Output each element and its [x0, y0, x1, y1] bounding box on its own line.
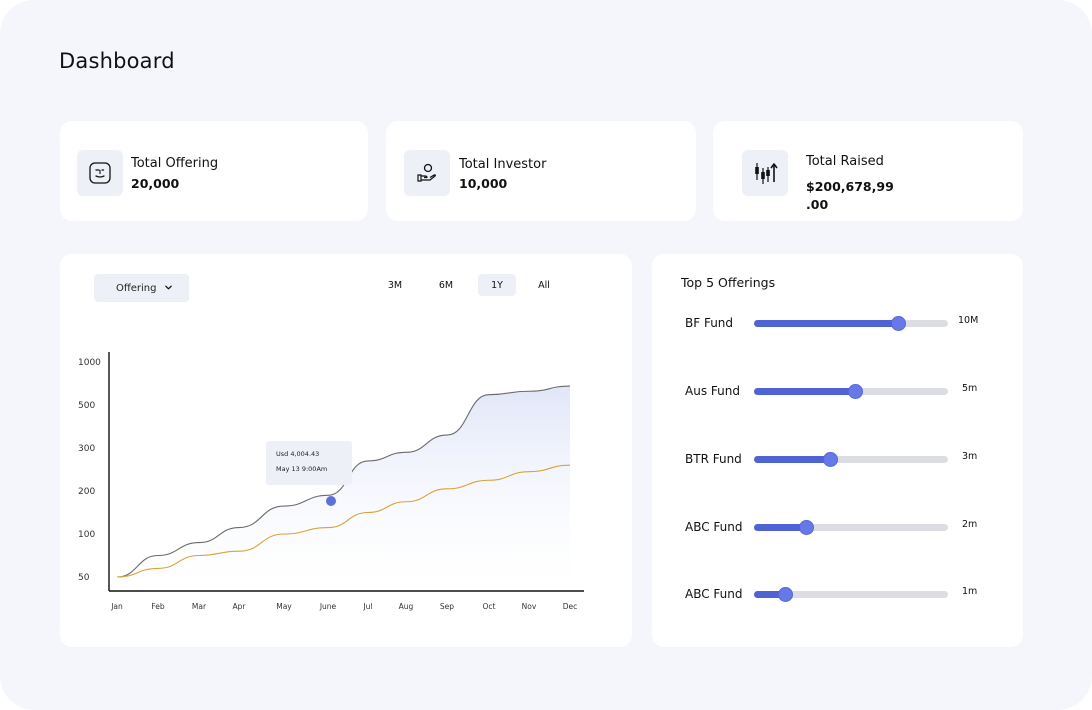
range-all-button[interactable]: All — [538, 279, 550, 291]
stat-label-investor: Total Investor — [459, 157, 547, 172]
fund-value-label: 10M — [958, 315, 979, 326]
fund-name-label: Aus Fund — [685, 384, 740, 398]
fund-name-label: ABC Fund — [685, 520, 743, 534]
x-tick-label: June — [319, 602, 337, 611]
fund-progress-slider[interactable] — [754, 521, 948, 534]
x-tick-label: Oct — [483, 602, 496, 611]
chevron-down-icon — [164, 283, 173, 295]
fund-slider-knob[interactable] — [823, 453, 837, 466]
x-tick-label: Nov — [522, 602, 537, 611]
fund-name-label: ABC Fund — [685, 587, 743, 601]
stat-value-investor: 10,000 — [459, 176, 508, 191]
fund-value-label: 2m — [962, 519, 978, 530]
y-tick-label: 100 — [78, 530, 95, 540]
tooltip-date: May 13 9:00Am — [276, 465, 327, 473]
fund-progress-slider[interactable] — [754, 317, 948, 330]
series-line-orange — [116, 464, 571, 578]
range-6m-button[interactable]: 6M — [438, 279, 454, 291]
fund-progress-fill — [754, 591, 786, 598]
x-tick-label: May — [276, 602, 292, 611]
fund-progress-fill — [754, 524, 807, 531]
stat-label-offering: Total Offering — [131, 156, 219, 171]
y-tick-label: 200 — [78, 487, 95, 497]
fund-value-label: 3m — [962, 451, 978, 462]
range-1y-button[interactable]: 1Y — [478, 274, 516, 296]
x-tick-label: Jan — [110, 602, 123, 611]
fund-name-label: BF Fund — [685, 316, 734, 330]
stat-label-raised: Total Raised — [806, 154, 884, 169]
fund-value-label: 5m — [962, 383, 978, 394]
y-tick-label: 1000 — [78, 358, 101, 368]
page-title: Dashboard — [59, 49, 175, 73]
fund-slider-knob[interactable] — [800, 521, 814, 534]
fund-progress-fill — [754, 320, 898, 327]
fund-slider-knob[interactable] — [891, 317, 905, 330]
fund-progress-fill — [754, 388, 855, 395]
fund-slider-knob[interactable] — [779, 588, 793, 601]
offering-dropdown[interactable]: Offering — [94, 274, 189, 302]
top5-card — [652, 254, 1023, 647]
y-tick-label: 50 — [78, 573, 90, 583]
x-tick-label: Aug — [399, 602, 414, 611]
face-icon — [77, 150, 123, 196]
fund-value-label: 1m — [962, 586, 978, 597]
x-tick-label: Dec — [563, 602, 578, 611]
tooltip-value: Usd 4,004.43 — [276, 450, 319, 458]
y-tick-label: 500 — [78, 401, 95, 411]
stat-value-raised: $200,678,99 — [806, 179, 894, 194]
fund-name-label: BTR Fund — [685, 452, 742, 466]
stat-value-raised-decimals: .00 — [806, 197, 829, 212]
stat-value-offering: 20,000 — [131, 176, 180, 191]
x-tick-label: Feb — [151, 602, 165, 611]
fund-progress-slider[interactable] — [754, 385, 948, 398]
fund-progress-slider[interactable] — [754, 588, 948, 601]
y-tick-label: 300 — [78, 444, 95, 454]
area-fill — [117, 386, 570, 591]
hand-person-icon — [404, 150, 450, 196]
x-tick-label: Jul — [362, 602, 372, 611]
x-tick-label: Sep — [440, 602, 454, 611]
top5-title: Top 5 Offerings — [681, 275, 776, 290]
fund-progress-slider[interactable] — [754, 453, 948, 466]
dropdown-label: Offering — [116, 282, 157, 294]
line-chart: 1000 500 300 200 100 50 Jan Feb Mar Apr May June Ju… — [78, 352, 584, 611]
x-tick-label: Mar — [192, 602, 207, 611]
candlestick-icon — [742, 150, 788, 196]
fund-progress-fill — [754, 456, 830, 463]
hover-point[interactable] — [326, 496, 336, 506]
x-tick-label: Apr — [233, 602, 247, 611]
fund-slider-knob[interactable] — [848, 385, 862, 398]
range-3m-button[interactable]: 3M — [387, 279, 403, 291]
tooltip-box — [266, 441, 352, 485]
